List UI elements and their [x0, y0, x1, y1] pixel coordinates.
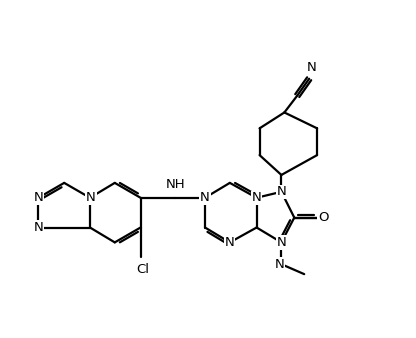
Text: N: N [252, 191, 262, 204]
Text: N: N [275, 258, 284, 271]
Text: Cl: Cl [136, 263, 149, 276]
Text: NH: NH [166, 178, 185, 191]
Text: N: N [34, 191, 43, 204]
Text: N: N [225, 236, 235, 249]
Text: N: N [34, 221, 43, 234]
Text: N: N [277, 185, 286, 198]
Text: N: N [306, 61, 316, 74]
Text: N: N [86, 191, 96, 204]
Text: O: O [318, 211, 328, 224]
Text: N: N [200, 191, 210, 204]
Text: N: N [277, 236, 286, 249]
